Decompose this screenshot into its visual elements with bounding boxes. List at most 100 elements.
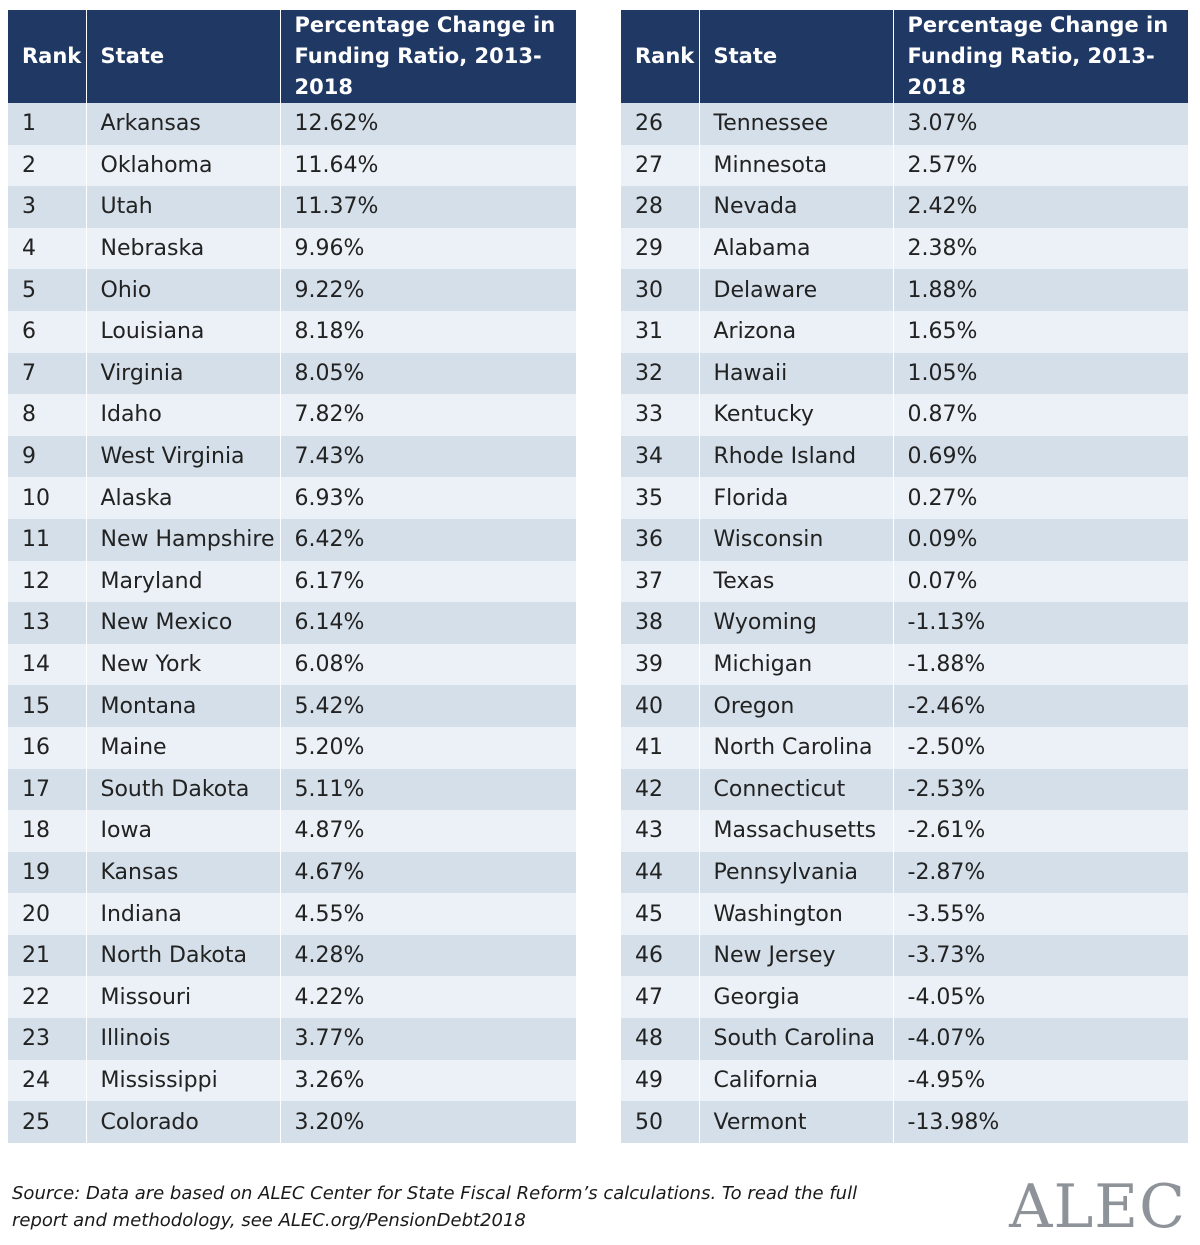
state-cell: Virginia [86, 352, 281, 395]
state-cell: Washington [699, 893, 894, 935]
table-header-row: Rank State Percentage Change in Funding R… [621, 10, 1188, 103]
change-cell: -4.95% [893, 1059, 1188, 1102]
state-cell: Louisiana [86, 310, 281, 353]
state-cell: Minnesota [699, 144, 894, 187]
rank-cell: 44 [621, 851, 700, 894]
state-column-header: State [699, 10, 894, 103]
change-cell: 0.87% [893, 394, 1188, 436]
change-cell: 8.18% [280, 310, 576, 353]
state-column-header: State [86, 10, 281, 103]
change-cell: 5.42% [280, 685, 576, 727]
table-row: 8 Idaho 7.82% [8, 394, 576, 436]
change-cell: 0.27% [893, 477, 1188, 519]
change-cell: 0.07% [893, 560, 1188, 603]
state-cell: Hawaii [699, 352, 894, 395]
rank-cell: 34 [621, 435, 700, 478]
state-cell: Missouri [86, 976, 281, 1019]
change-header-line1: Percentage Change in [294, 13, 556, 37]
source-note: Source: Data are based on ALEC Center fo… [12, 1183, 858, 1231]
table-row: 46 New Jersey -3.73% [621, 934, 1188, 977]
change-cell: 3.77% [280, 1018, 576, 1060]
change-cell: 9.96% [280, 227, 576, 270]
state-cell: Mississippi [86, 1059, 281, 1102]
rank-cell: 38 [621, 602, 700, 644]
state-cell: New York [86, 643, 281, 686]
table-row: 49 California -4.95% [621, 1059, 1188, 1102]
rank-column-header: Rank [8, 10, 87, 103]
table-row: 37 Texas 0.07% [621, 560, 1188, 603]
table-row: 10 Alaska 6.93% [8, 477, 576, 519]
change-cell: 7.82% [280, 394, 576, 436]
rank-cell: 12 [8, 560, 87, 603]
table-row: 44 Pennsylvania -2.87% [621, 851, 1188, 894]
change-cell: 11.37% [280, 186, 576, 228]
state-cell: Georgia [699, 976, 894, 1019]
table-row: 20 Indiana 4.55% [8, 893, 576, 935]
change-cell: -13.98% [893, 1101, 1188, 1143]
table-header-row: Rank State Percentage Change in Funding R… [8, 10, 576, 103]
change-cell: -2.61% [893, 810, 1188, 852]
table-row: 38 Wyoming -1.13% [621, 602, 1188, 644]
state-cell: South Carolina [699, 1018, 894, 1060]
table-row: 32 Hawaii 1.05% [621, 352, 1188, 395]
ranking-table-right: Rank State Percentage Change in Funding R… [621, 10, 1188, 1143]
state-cell: Colorado [86, 1101, 281, 1143]
table-row: 4 Nebraska 9.96% [8, 227, 576, 270]
rank-cell: 19 [8, 851, 87, 894]
rank-cell: 8 [8, 394, 87, 436]
table-row: 7 Virginia 8.05% [8, 352, 576, 395]
rank-cell: 32 [621, 352, 700, 395]
ranking-table-left: Rank State Percentage Change in Funding R… [8, 10, 576, 1143]
table-row: 1 Arkansas 12.62% [8, 103, 576, 145]
rank-cell: 11 [8, 518, 87, 561]
table-row: 33 Kentucky 0.87% [621, 394, 1188, 436]
table-row: 17 South Dakota 5.11% [8, 768, 576, 811]
rank-cell: 42 [621, 768, 700, 811]
table-row: 24 Mississippi 3.26% [8, 1059, 576, 1102]
table-row: 23 Illinois 3.77% [8, 1018, 576, 1060]
change-cell: 4.67% [280, 851, 576, 894]
rank-cell: 10 [8, 477, 87, 519]
state-cell: Arizona [699, 310, 894, 353]
table-row: 5 Ohio 9.22% [8, 269, 576, 311]
state-cell: Montana [86, 685, 281, 727]
table-row: 43 Massachusetts -2.61% [621, 810, 1188, 852]
table-row: 47 Georgia -4.05% [621, 976, 1188, 1019]
state-cell: Massachusetts [699, 810, 894, 852]
state-cell: Nebraska [86, 227, 281, 270]
rank-cell: 49 [621, 1059, 700, 1102]
rank-cell: 45 [621, 893, 700, 935]
rank-cell: 36 [621, 518, 700, 561]
state-cell: Illinois [86, 1018, 281, 1060]
change-column-header: Percentage Change in Funding Ratio, 2013-… [893, 10, 1188, 103]
rank-cell: 5 [8, 269, 87, 311]
table-row: 11 New Hampshire 6.42% [8, 518, 576, 561]
change-cell: 11.64% [280, 144, 576, 187]
change-cell: -2.87% [893, 851, 1188, 894]
state-cell: North Dakota [86, 934, 281, 977]
change-header-line1: Percentage Change in [907, 13, 1169, 37]
state-cell: Idaho [86, 394, 281, 436]
rank-cell: 43 [621, 810, 700, 852]
rank-cell: 37 [621, 560, 700, 603]
rank-cell: 15 [8, 685, 87, 727]
state-cell: Vermont [699, 1101, 894, 1143]
table-row: 19 Kansas 4.67% [8, 851, 576, 894]
change-cell: 12.62% [280, 103, 576, 145]
state-cell: Nevada [699, 186, 894, 228]
table-row: 27 Minnesota 2.57% [621, 144, 1188, 187]
change-cell: 2.38% [893, 227, 1188, 270]
change-cell: 5.20% [280, 726, 576, 769]
state-cell: Michigan [699, 643, 894, 686]
rank-cell: 18 [8, 810, 87, 852]
state-cell: North Carolina [699, 726, 894, 769]
rank-cell: 27 [621, 144, 700, 187]
rank-cell: 46 [621, 934, 700, 977]
state-cell: Texas [699, 560, 894, 603]
state-cell: West Virginia [86, 435, 281, 478]
change-cell: 2.57% [893, 144, 1188, 187]
state-cell: Wyoming [699, 602, 894, 644]
change-cell: 7.43% [280, 435, 576, 478]
table-row: 29 Alabama 2.38% [621, 227, 1188, 270]
state-cell: Maine [86, 726, 281, 769]
